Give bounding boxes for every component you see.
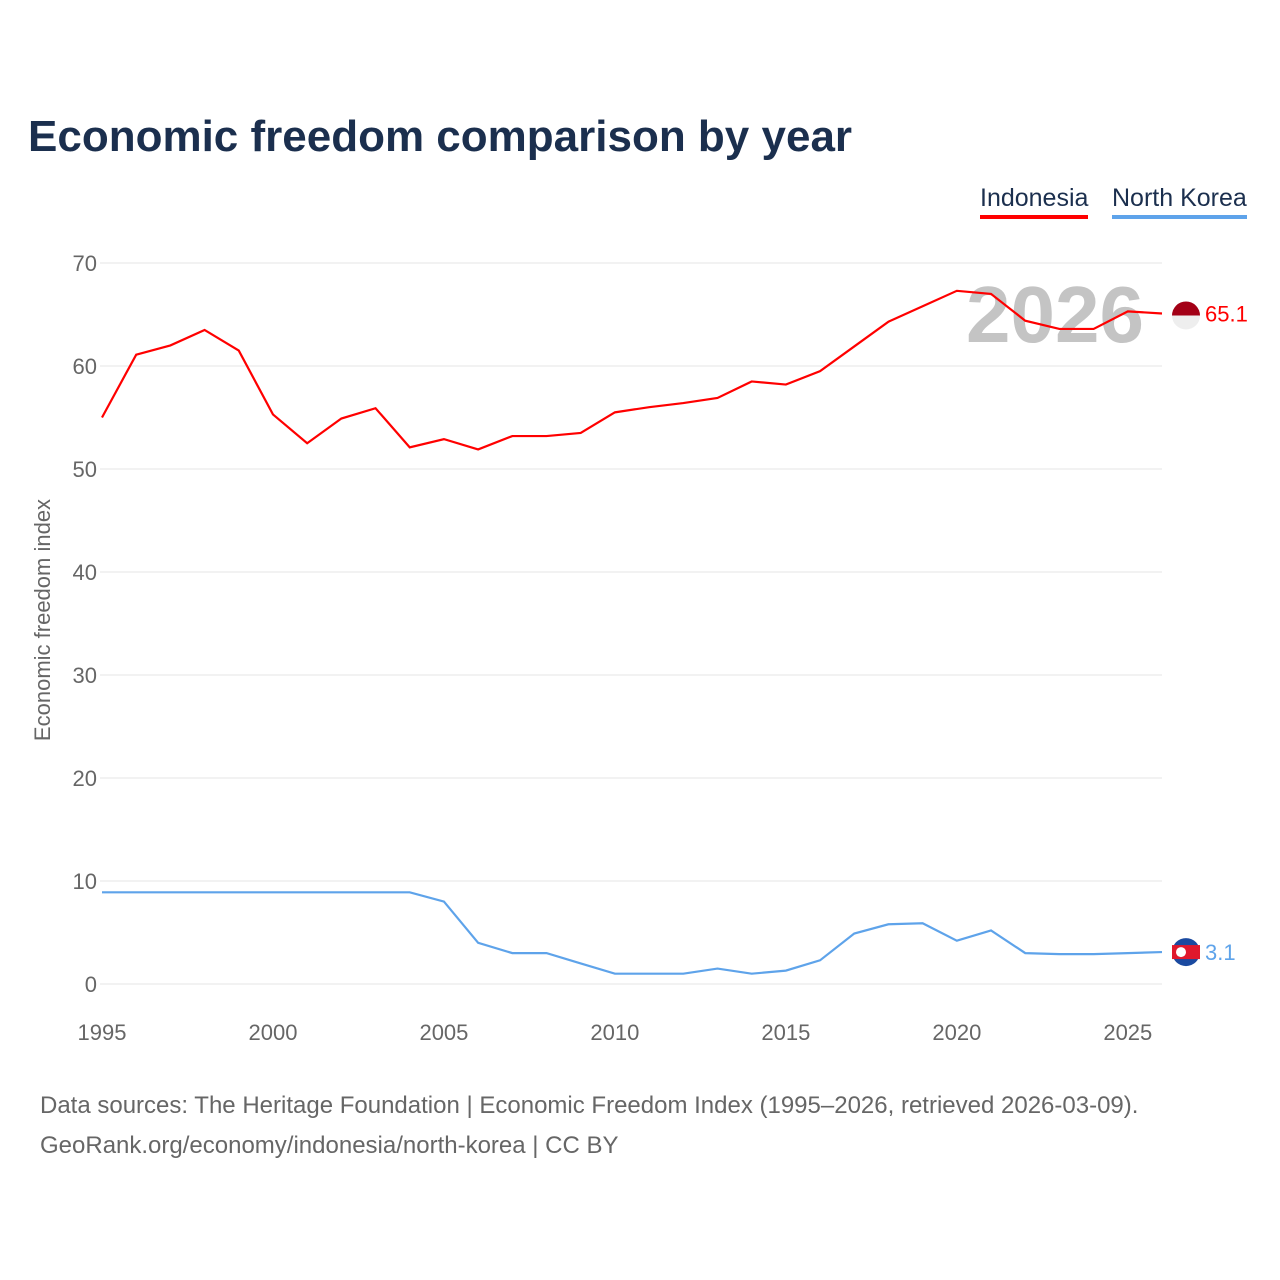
- data-point[interactable]: [783, 968, 789, 974]
- data-point[interactable]: [167, 889, 173, 895]
- data-point[interactable]: [612, 971, 618, 977]
- data-point[interactable]: [1125, 308, 1131, 314]
- data-point[interactable]: [236, 889, 242, 895]
- end-value-label: 65.1: [1205, 301, 1248, 326]
- data-point[interactable]: [646, 404, 652, 410]
- data-point[interactable]: [338, 416, 344, 422]
- north-korea-flag-icon: [1172, 938, 1200, 967]
- y-tick-label: 50: [73, 457, 97, 482]
- data-point[interactable]: [1056, 951, 1062, 957]
- data-point[interactable]: [817, 368, 823, 374]
- data-point[interactable]: [1125, 950, 1131, 956]
- data-point[interactable]: [407, 889, 413, 895]
- data-point[interactable]: [851, 931, 857, 937]
- data-point[interactable]: [1056, 326, 1062, 332]
- attribution-text[interactable]: GeoRank.org/economy/indonesia/north-kore…: [40, 1132, 619, 1159]
- data-point[interactable]: [99, 889, 105, 895]
- data-point[interactable]: [920, 920, 926, 926]
- y-axis-label: Economic freedom index: [30, 499, 55, 741]
- data-point[interactable]: [475, 940, 481, 946]
- data-point[interactable]: [954, 288, 960, 294]
- y-tick-label: 40: [73, 560, 97, 585]
- data-point[interactable]: [1091, 326, 1097, 332]
- data-point[interactable]: [954, 938, 960, 944]
- y-tick-label: 0: [85, 972, 97, 997]
- data-point[interactable]: [544, 950, 550, 956]
- series-line-north-korea[interactable]: [102, 891, 1163, 975]
- series-line-indonesia[interactable]: [101, 289, 1163, 451]
- y-tick-label: 10: [73, 869, 97, 894]
- data-point[interactable]: [1022, 950, 1028, 956]
- footer: Data sources: The Heritage Foundation | …: [40, 1086, 1138, 1166]
- data-point[interactable]: [612, 409, 618, 415]
- y-tick-label: 70: [73, 251, 97, 276]
- data-point[interactable]: [475, 446, 481, 452]
- source-text: Data sources: The Heritage Foundation | …: [40, 1092, 1139, 1119]
- data-point[interactable]: [304, 440, 310, 446]
- data-point[interactable]: [578, 960, 584, 966]
- data-point[interactable]: [578, 430, 584, 436]
- data-point[interactable]: [851, 343, 857, 349]
- data-point[interactable]: [1022, 318, 1028, 324]
- end-value-label: 3.1: [1205, 940, 1236, 965]
- x-tick-label: 2015: [761, 1020, 810, 1045]
- y-tick-label: 30: [73, 663, 97, 688]
- data-point[interactable]: [749, 378, 755, 384]
- data-point[interactable]: [714, 395, 720, 401]
- data-point[interactable]: [920, 303, 926, 309]
- data-point[interactable]: [509, 433, 515, 439]
- data-point[interactable]: [988, 291, 994, 297]
- data-point[interactable]: [338, 889, 344, 895]
- data-point[interactable]: [749, 971, 755, 977]
- data-point[interactable]: [202, 889, 208, 895]
- x-tick-label: 1995: [78, 1020, 127, 1045]
- data-point[interactable]: [407, 444, 413, 450]
- data-point[interactable]: [817, 957, 823, 963]
- data-point[interactable]: [1091, 951, 1097, 957]
- data-point[interactable]: [202, 327, 208, 333]
- x-tick-label: 2020: [932, 1020, 981, 1045]
- x-tick-label: 2010: [590, 1020, 639, 1045]
- data-point[interactable]: [270, 411, 276, 417]
- data-point[interactable]: [99, 415, 105, 421]
- indonesia-flag-icon: [1172, 301, 1200, 330]
- data-point[interactable]: [133, 352, 139, 358]
- data-point[interactable]: [373, 405, 379, 411]
- data-point[interactable]: [509, 950, 515, 956]
- data-point[interactable]: [270, 889, 276, 895]
- legend-north-korea[interactable]: North Korea: [1112, 184, 1247, 219]
- legend-indonesia[interactable]: Indonesia: [980, 184, 1089, 219]
- data-point[interactable]: [373, 889, 379, 895]
- data-point[interactable]: [441, 436, 447, 442]
- year-watermark: 2026: [966, 270, 1144, 359]
- data-point[interactable]: [885, 319, 891, 325]
- data-point[interactable]: [236, 348, 242, 354]
- data-point[interactable]: [1159, 949, 1165, 955]
- y-tick-label: 20: [73, 766, 97, 791]
- data-point[interactable]: [988, 927, 994, 933]
- data-point[interactable]: [646, 971, 652, 977]
- data-point[interactable]: [714, 966, 720, 972]
- x-tick-label: 2025: [1103, 1020, 1152, 1045]
- data-point[interactable]: [680, 400, 686, 406]
- data-point[interactable]: [680, 971, 686, 977]
- data-point[interactable]: [544, 433, 550, 439]
- data-point[interactable]: [133, 889, 139, 895]
- x-tick-label: 2000: [248, 1020, 297, 1045]
- data-point[interactable]: [441, 899, 447, 905]
- data-point[interactable]: [885, 921, 891, 927]
- x-tick-label: 2005: [419, 1020, 468, 1045]
- chart-title: Economic freedom comparison by year: [28, 112, 853, 161]
- y-tick-label: 60: [73, 354, 97, 379]
- data-point[interactable]: [783, 382, 789, 388]
- data-point[interactable]: [304, 889, 310, 895]
- data-point[interactable]: [1159, 310, 1165, 316]
- data-point[interactable]: [167, 342, 173, 348]
